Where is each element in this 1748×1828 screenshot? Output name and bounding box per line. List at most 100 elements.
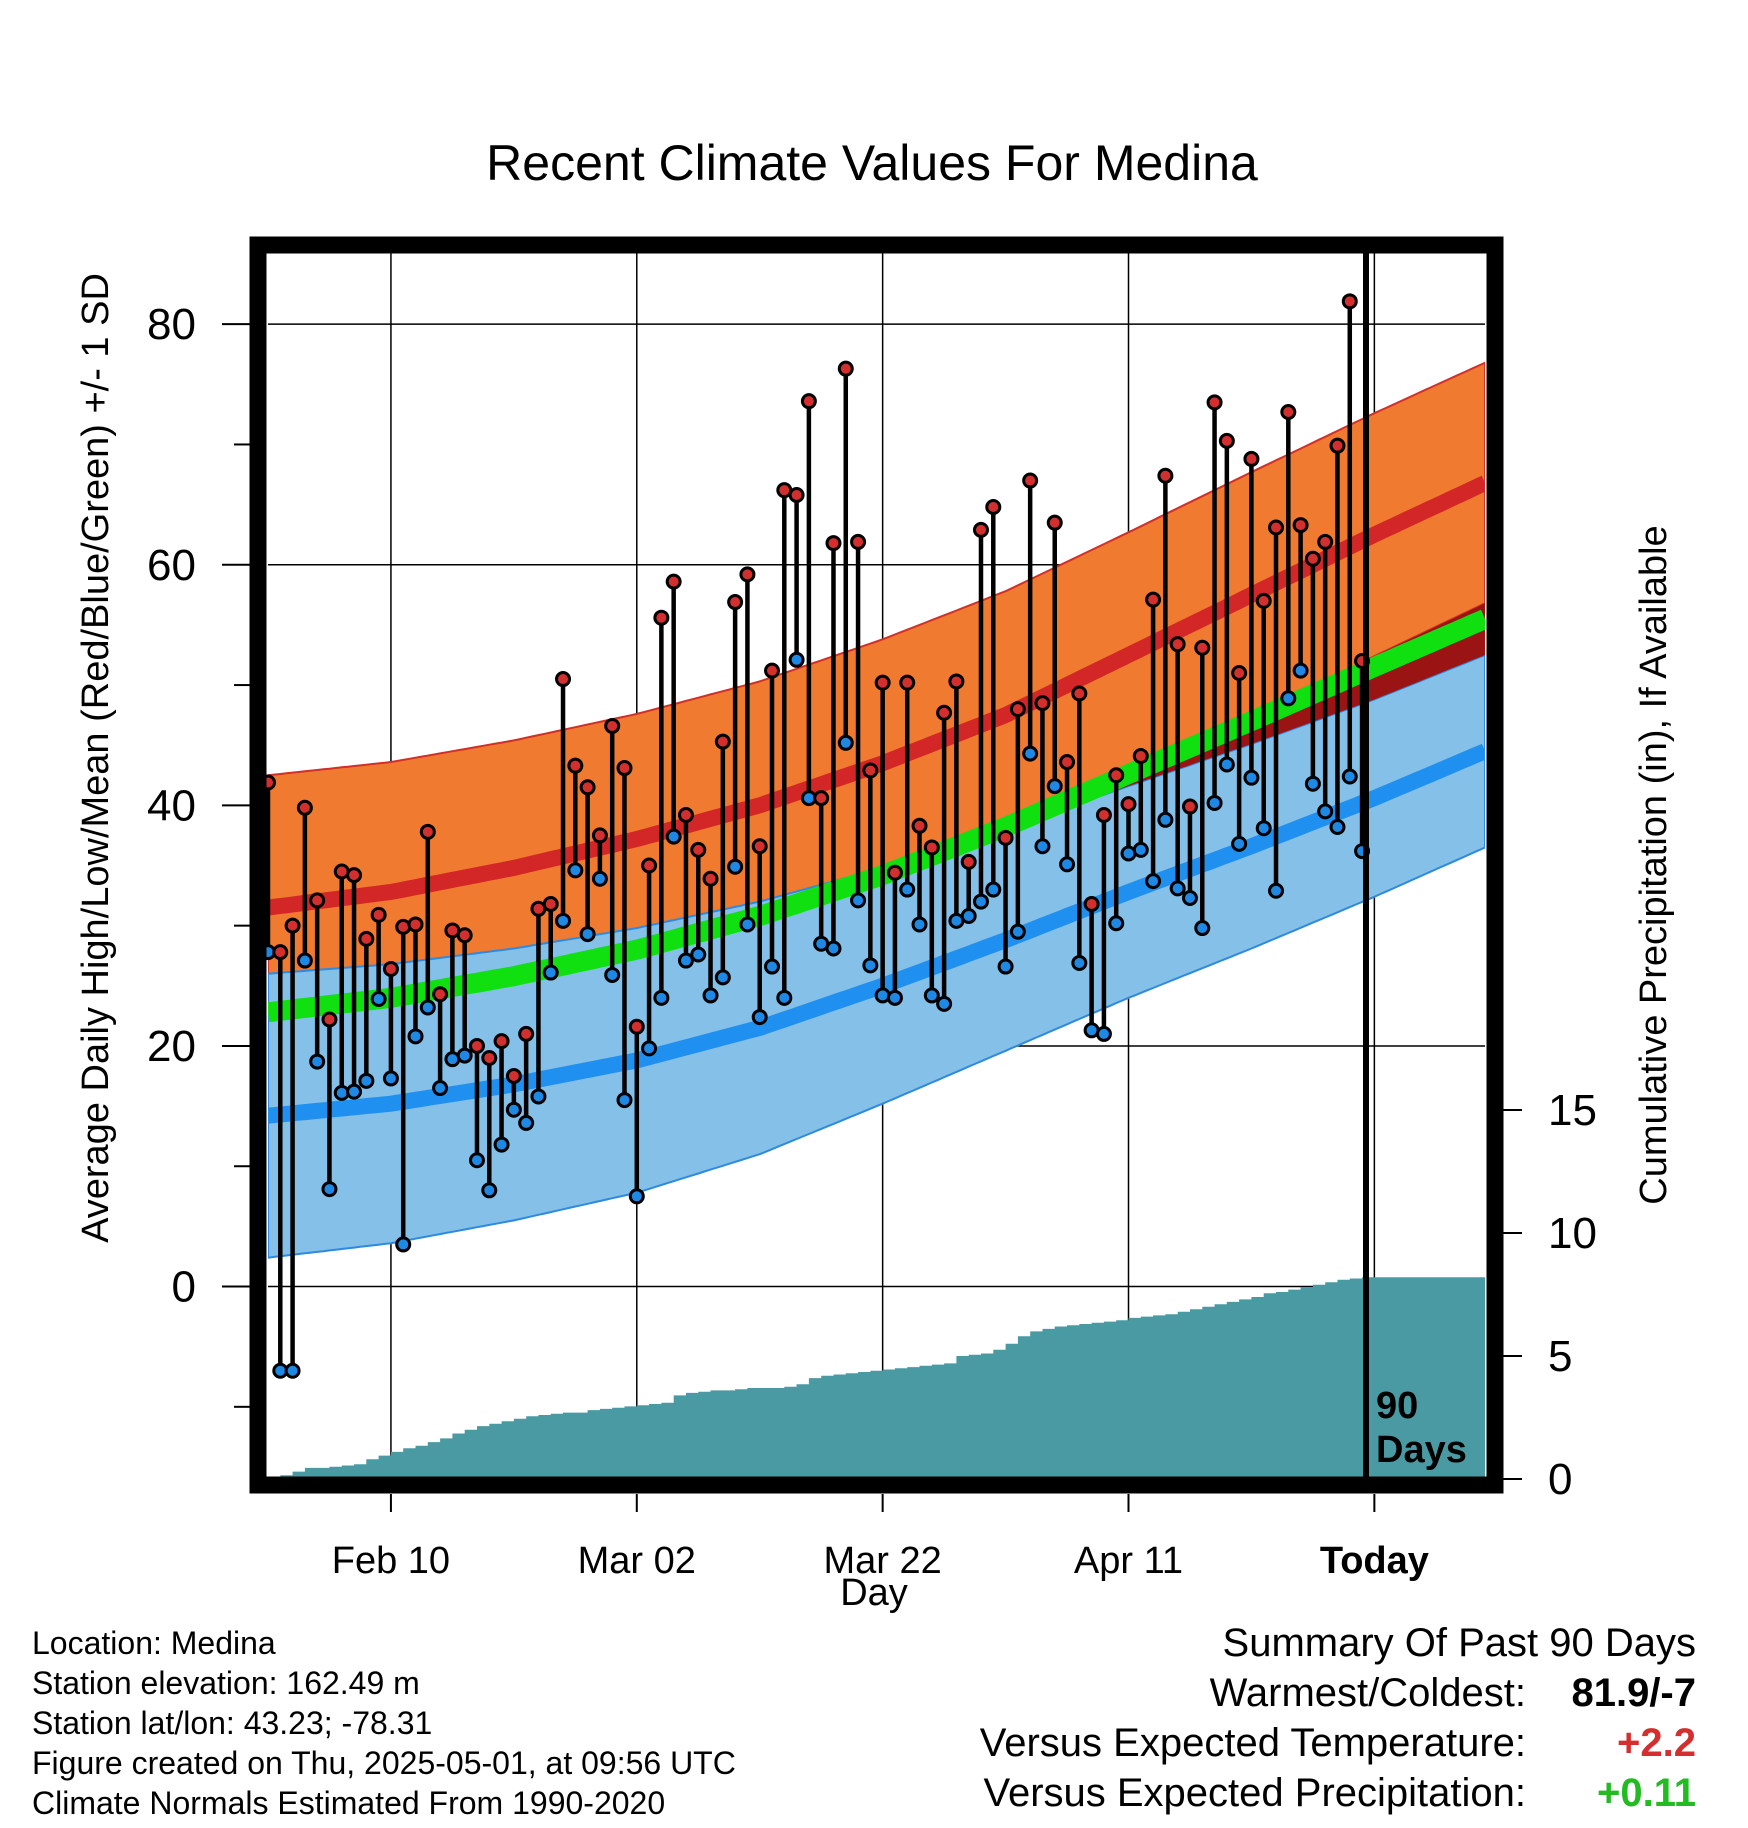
- daily-high-point: [653, 609, 670, 626]
- y-tick-label: 20: [147, 1022, 196, 1071]
- daily-high-point: [1329, 437, 1346, 454]
- daily-low-point: [764, 958, 781, 975]
- daily-high-point: [813, 790, 830, 807]
- latlon-text: Station lat/lon: 43.23; -78.31: [32, 1705, 433, 1741]
- daily-low-point: [1280, 690, 1297, 707]
- daily-low-point: [407, 1028, 424, 1045]
- daily-high-point: [1046, 514, 1063, 531]
- daily-high-point: [665, 573, 682, 590]
- daily-low-point: [419, 999, 436, 1016]
- x-tick-label: Mar 02: [578, 1540, 696, 1582]
- daily-low-point: [370, 991, 387, 1008]
- daily-low-point: [481, 1182, 498, 1199]
- daily-low-point: [555, 912, 572, 929]
- precipitation-area: [268, 1277, 1485, 1479]
- daily-high-point: [1169, 636, 1186, 653]
- climate-chart: Recent Climate Values For Medina 90 Days…: [75, 135, 1675, 1614]
- daily-low-point: [837, 734, 854, 751]
- daily-low-point: [1194, 920, 1211, 937]
- location-text: Location: Medina: [32, 1625, 276, 1661]
- precip-value: +0.11: [1596, 1771, 1696, 1815]
- daily-high-point: [616, 760, 633, 777]
- x-tick-label: Today: [1320, 1540, 1429, 1582]
- daily-high-point: [714, 733, 731, 750]
- daily-low-point: [1009, 923, 1026, 940]
- daily-low-point: [886, 989, 903, 1006]
- daily-low-point: [1206, 794, 1223, 811]
- daily-low-point: [751, 1009, 768, 1026]
- warmest-value: 81.9/-7: [1571, 1671, 1696, 1715]
- daily-high-point: [739, 566, 756, 583]
- daily-low-point: [505, 1101, 522, 1118]
- daily-high-point: [1194, 639, 1211, 656]
- summary-temp-row: Versus Expected Temperature: +2.2: [936, 1718, 1696, 1768]
- y2-tick-label: 10: [1548, 1209, 1597, 1258]
- daily-high-point: [493, 1033, 510, 1050]
- daily-high-point: [370, 906, 387, 923]
- daily-high-point: [579, 779, 596, 796]
- daily-low-point: [936, 995, 953, 1012]
- daily-high-point: [1095, 806, 1112, 823]
- y2-tick-label: 0: [1548, 1455, 1572, 1504]
- x-axis-label: Day: [840, 1572, 908, 1614]
- precipitation-area-shape: [268, 1277, 1485, 1479]
- daily-low-point: [468, 1152, 485, 1169]
- mean-line: [268, 609, 1485, 1023]
- daily-high-point: [272, 944, 289, 961]
- daily-low-point: [1132, 841, 1149, 858]
- daily-high-point: [296, 799, 313, 816]
- daily-low-point: [591, 870, 608, 887]
- daily-high-point: [542, 895, 559, 912]
- daily-low-point: [284, 1362, 301, 1379]
- daily-high-point: [481, 1049, 498, 1066]
- daily-low-point: [911, 916, 928, 933]
- daily-high-point: [923, 839, 940, 856]
- daily-low-point: [690, 946, 707, 963]
- daily-high-point: [1108, 767, 1125, 784]
- daily-high-point: [862, 762, 879, 779]
- daily-high-point: [1218, 432, 1235, 449]
- daily-low-point: [1046, 778, 1063, 795]
- daily-high-point: [960, 853, 977, 870]
- daily-high-point: [1231, 665, 1248, 682]
- daily-low-point: [665, 828, 682, 845]
- daily-low-point: [1034, 838, 1051, 855]
- created-text: Figure created on Thu, 2025-05-01, at 09…: [32, 1745, 736, 1781]
- daily-low-point: [1292, 662, 1309, 679]
- daily-high-point: [702, 870, 719, 887]
- daily-high-point: [751, 838, 768, 855]
- daily-low-point: [321, 1181, 338, 1198]
- daily-high-point: [641, 857, 658, 874]
- daily-high-point: [764, 662, 781, 679]
- daily-low-point: [899, 881, 916, 898]
- daily-low-point: [1059, 856, 1076, 873]
- daily-low-point: [788, 651, 805, 668]
- daily-high-point: [1132, 748, 1149, 765]
- daily-high-point: [899, 674, 916, 691]
- daily-high-point: [604, 717, 621, 734]
- daily-low-point: [739, 916, 756, 933]
- daily-low-point: [432, 1080, 449, 1097]
- summary-warmest-row: Warmest/Coldest: 81.9/-7: [936, 1668, 1696, 1718]
- daily-low-point: [1243, 769, 1260, 786]
- x-tick-label: Mar 22: [824, 1540, 942, 1582]
- low-mean-line: [268, 743, 1485, 1124]
- daily-high-point: [505, 1068, 522, 1085]
- daily-low-point: [776, 989, 793, 1006]
- daily-high-point: [1255, 592, 1272, 609]
- temp-value: +2.2: [1617, 1721, 1696, 1765]
- daily-low-point: [960, 908, 977, 925]
- daily-low-point: [1255, 820, 1272, 837]
- daily-high-point: [1206, 394, 1223, 411]
- daily-low-point: [1218, 756, 1235, 773]
- daily-high-point: [727, 594, 744, 611]
- y2-tick-label: 15: [1548, 1086, 1597, 1135]
- daily-high-point: [1243, 450, 1260, 467]
- daily-low-point: [456, 1047, 473, 1064]
- daily-low-point: [825, 940, 842, 957]
- daily-high-point: [788, 486, 805, 503]
- daily-high-point: [1268, 519, 1285, 536]
- daily-low-point: [309, 1053, 326, 1070]
- daily-high-point: [936, 704, 953, 721]
- daily-high-point: [555, 671, 572, 688]
